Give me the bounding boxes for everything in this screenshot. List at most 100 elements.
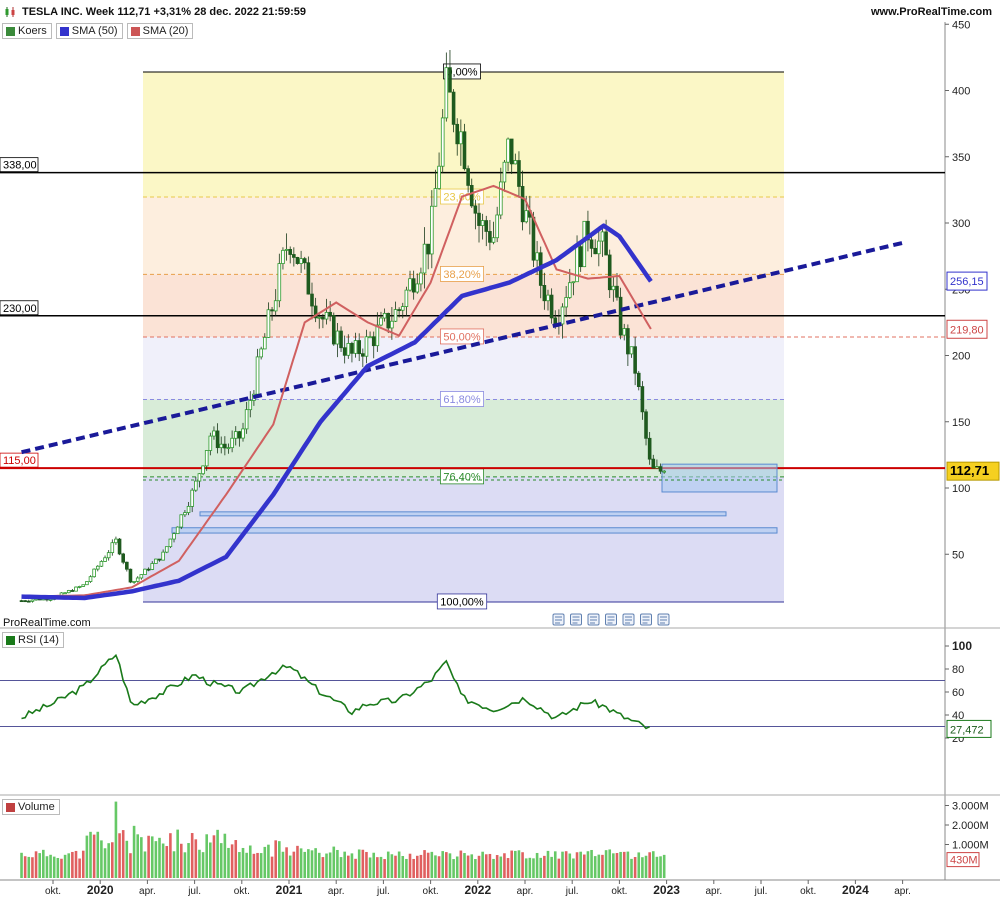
volume-bar <box>125 840 129 878</box>
fib-label-box <box>439 391 484 407</box>
candle-body <box>459 131 463 145</box>
volume-bar <box>350 853 354 878</box>
rsi-value-box <box>946 719 992 738</box>
candle-body <box>321 316 325 320</box>
volume-bar <box>292 851 296 878</box>
candle-body <box>567 282 572 298</box>
candle-body <box>353 340 358 354</box>
volume-bar <box>445 852 448 878</box>
candle-body <box>135 577 140 582</box>
candle-body <box>480 220 485 226</box>
y-tick-label: 200 <box>952 351 970 363</box>
volume-bar <box>488 853 492 878</box>
volume-bar <box>368 857 372 878</box>
tool-icon[interactable] <box>605 613 617 626</box>
candle-body <box>244 409 249 430</box>
candle-body <box>361 353 365 357</box>
candle-body <box>440 117 445 167</box>
fib-label-box <box>439 266 484 282</box>
tool-icon[interactable] <box>622 613 635 626</box>
volume-bar <box>60 858 63 878</box>
candle-body <box>477 212 481 226</box>
volume-bar <box>339 857 343 878</box>
x-axis: okt. 2020 apr. jul. okt. 2021 apr. jul. okt. 2022… <box>45 880 911 897</box>
legend-volume[interactable]: Volume <box>2 799 60 815</box>
volume-bar <box>376 857 379 878</box>
moving-averages <box>21 184 904 601</box>
sma50-tag-box <box>946 271 988 291</box>
volume-bar <box>557 858 561 878</box>
sma20-tag: 219,80 <box>950 324 984 336</box>
candle-body <box>644 411 648 439</box>
volume-bar <box>31 857 34 878</box>
candle-body <box>208 435 213 451</box>
fib-label: 76,40% <box>443 471 481 483</box>
volume-bar <box>71 851 74 878</box>
candle-body <box>658 466 663 472</box>
volume-bar <box>89 831 92 878</box>
candle-body <box>379 317 383 326</box>
legend-sma20[interactable]: SMA (20) <box>126 23 194 39</box>
volume-bar <box>434 855 437 878</box>
candle-body <box>495 214 499 239</box>
candle-body <box>284 249 289 251</box>
support-zone <box>171 527 778 534</box>
tool-icon[interactable] <box>570 613 582 626</box>
volume-bar <box>612 853 615 878</box>
fib-label-box <box>436 593 488 610</box>
candle-body <box>647 437 652 460</box>
legend-rsi[interactable]: RSI (14) <box>2 632 64 648</box>
tool-icon[interactable] <box>640 613 652 626</box>
y-tick-label: 100 <box>952 483 970 495</box>
candle-body <box>161 551 165 561</box>
candle-body <box>513 160 518 165</box>
candle-body <box>233 431 238 439</box>
candle-body <box>103 557 107 562</box>
tool-icon[interactable] <box>587 613 600 626</box>
rsi-line <box>21 653 651 730</box>
candle-body <box>292 254 296 258</box>
volume-panel: 3.000M 2.000M 1.000M 430M <box>20 801 989 878</box>
sma50-tag: 256,15 <box>950 276 984 288</box>
volume-bar <box>604 850 608 878</box>
candle-body <box>607 254 612 291</box>
candle-body <box>339 330 343 349</box>
legend-koers[interactable]: Koers <box>2 23 52 39</box>
x-tick-label: 2022 <box>464 883 491 897</box>
volume-bar <box>270 856 274 878</box>
volume-bar <box>85 835 89 878</box>
candle-body <box>248 400 253 411</box>
tool-icon[interactable] <box>657 613 670 626</box>
site-link[interactable]: www.ProRealTime.com <box>870 6 992 18</box>
sma20-line <box>21 184 652 598</box>
volume-bar <box>619 851 622 878</box>
volume-bar <box>23 856 27 878</box>
x-tick-label: jul. <box>187 886 201 897</box>
sma50-line <box>21 223 653 601</box>
fib-band <box>143 197 784 275</box>
candle-body <box>430 205 434 255</box>
volume-bar <box>394 855 397 878</box>
volume-bar <box>608 849 612 878</box>
y-tick-label: 300 <box>952 218 970 230</box>
volume-bar <box>561 851 564 878</box>
tool-icon[interactable] <box>552 613 565 626</box>
candle-body <box>364 336 369 357</box>
x-tick-label: jul. <box>565 886 579 897</box>
candle-body <box>77 586 82 588</box>
y-tick-label: 450 <box>952 19 970 31</box>
volume-bar <box>466 855 470 878</box>
candle-body <box>506 138 510 163</box>
candle-body <box>593 247 597 255</box>
volume-bar <box>150 836 154 878</box>
volume-bar <box>590 849 593 878</box>
candle-body <box>415 283 420 293</box>
volume-bar <box>198 849 201 878</box>
candle-body <box>517 160 521 187</box>
volume-bar <box>528 857 532 878</box>
tool-icon-glyph <box>572 616 580 624</box>
volume-bar <box>307 849 310 878</box>
candle-body <box>241 428 245 439</box>
legend-sma50[interactable]: SMA (50) <box>55 23 123 39</box>
candle-body <box>611 285 616 291</box>
